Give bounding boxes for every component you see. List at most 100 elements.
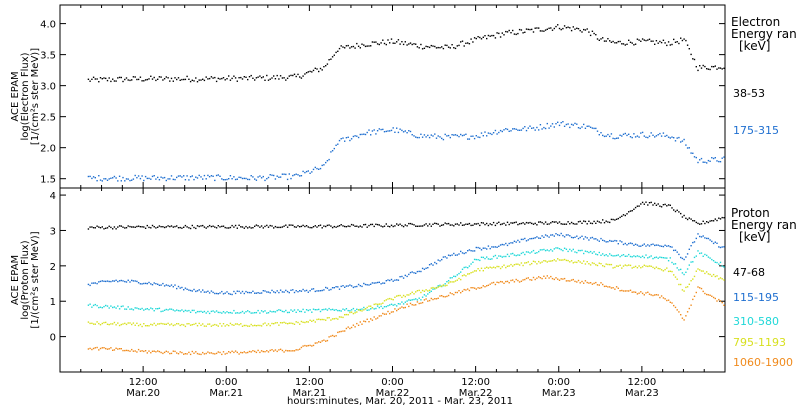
data-point	[179, 310, 181, 312]
data-point	[150, 178, 152, 180]
data-point	[250, 175, 252, 177]
data-point	[122, 305, 124, 307]
data-point	[196, 177, 199, 179]
data-point	[162, 177, 164, 179]
data-point	[359, 309, 361, 312]
data-point	[262, 227, 264, 229]
data-point	[195, 176, 197, 178]
data-point	[446, 257, 448, 259]
data-point	[719, 277, 722, 279]
data-point	[330, 58, 332, 60]
data-point	[396, 309, 398, 312]
data-point	[285, 79, 287, 81]
data-point	[555, 123, 557, 125]
data-point	[628, 133, 630, 135]
data-point	[565, 234, 568, 236]
legend-title: Energy ran	[731, 218, 797, 232]
data-point	[241, 325, 244, 327]
data-point	[629, 210, 632, 212]
data-point	[562, 278, 564, 280]
data-point	[435, 47, 438, 49]
data-point	[89, 347, 91, 350]
data-point	[94, 227, 96, 229]
data-point	[229, 351, 232, 354]
data-point	[508, 255, 510, 258]
data-point	[525, 277, 528, 280]
data-point	[221, 225, 223, 228]
data-point	[704, 253, 706, 256]
data-point	[157, 283, 159, 285]
data-point	[626, 43, 628, 45]
data-point	[257, 349, 259, 352]
data-point	[446, 223, 448, 225]
data-point	[505, 255, 507, 258]
data-point	[609, 221, 611, 224]
data-point	[643, 256, 645, 259]
data-point	[299, 175, 301, 177]
data-point	[233, 290, 235, 293]
data-point	[699, 159, 701, 161]
data-point	[719, 261, 722, 264]
data-point	[87, 283, 90, 286]
data-point	[311, 320, 313, 322]
data-point	[267, 226, 270, 228]
data-point	[404, 274, 406, 277]
data-point	[569, 248, 571, 251]
data-point	[451, 44, 453, 46]
data-point	[499, 129, 502, 132]
data-point	[252, 227, 254, 229]
data-point	[487, 245, 490, 247]
data-point	[408, 43, 410, 45]
data-point	[281, 310, 284, 313]
data-point	[375, 303, 377, 305]
data-point	[186, 75, 188, 78]
data-point	[461, 252, 464, 254]
data-point	[437, 297, 439, 299]
data-point	[706, 271, 708, 273]
data-point	[160, 176, 162, 178]
data-point	[160, 284, 162, 286]
data-point	[548, 250, 550, 252]
data-point	[155, 178, 157, 180]
data-point	[603, 222, 606, 224]
data-point	[215, 310, 218, 312]
data-point	[671, 261, 673, 264]
data-point	[447, 46, 450, 48]
data-point	[598, 134, 600, 136]
data-point	[302, 308, 304, 311]
data-point	[207, 174, 209, 177]
data-point	[390, 129, 393, 132]
data-point	[706, 68, 708, 70]
data-point	[659, 40, 661, 43]
data-point	[619, 134, 621, 136]
x-tick-date: Mar.22	[459, 388, 493, 399]
data-point	[621, 215, 623, 217]
legend-item-47-68: 47-68	[733, 266, 765, 279]
data-point	[269, 78, 271, 80]
data-point	[392, 311, 394, 313]
data-point	[404, 306, 406, 309]
data-point	[680, 256, 682, 259]
data-point	[269, 174, 271, 176]
data-point	[411, 271, 413, 273]
data-point	[170, 175, 173, 177]
data-point	[584, 236, 587, 238]
data-point	[103, 305, 105, 308]
data-point	[688, 248, 690, 250]
data-point	[664, 257, 666, 259]
data-point	[659, 205, 661, 207]
data-point	[366, 284, 368, 286]
data-point	[342, 225, 344, 227]
data-point	[404, 130, 406, 132]
data-point	[91, 322, 93, 324]
data-point	[681, 289, 684, 291]
data-point	[683, 214, 685, 217]
data-point	[198, 79, 200, 81]
data-point	[98, 226, 100, 228]
data-point	[344, 225, 346, 228]
data-point	[650, 265, 652, 267]
data-point	[659, 296, 661, 299]
data-point	[667, 41, 670, 43]
data-point	[711, 157, 713, 159]
data-point	[657, 244, 659, 246]
